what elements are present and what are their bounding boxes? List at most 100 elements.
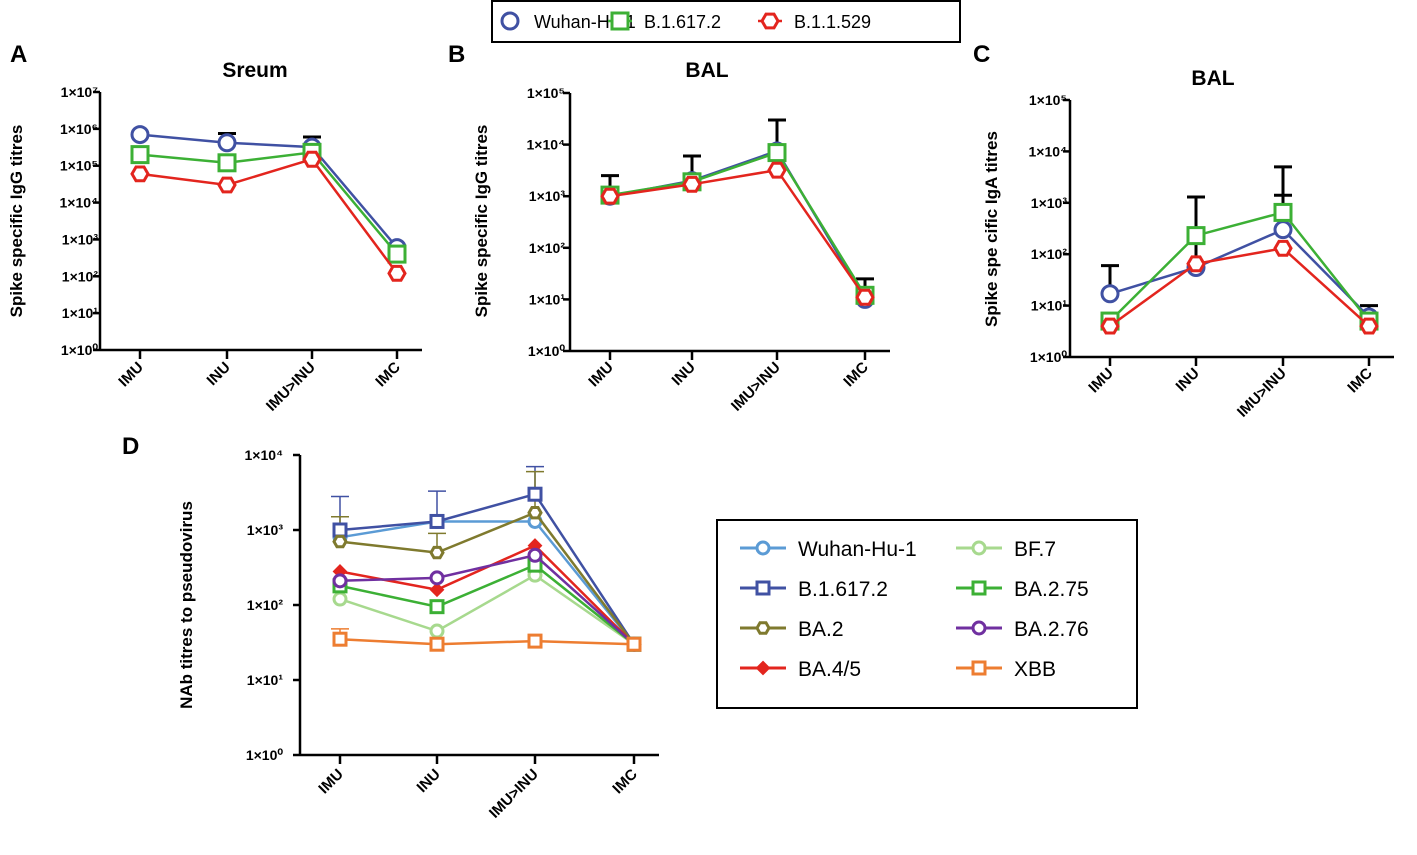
- data-point: [130, 165, 150, 183]
- data-point: [429, 513, 445, 529]
- data-point: [332, 573, 348, 589]
- data-point: [217, 153, 237, 173]
- series-line: [339, 553, 635, 646]
- series-line: [609, 151, 867, 296]
- y-tick-label: 1×10⁴: [245, 446, 284, 463]
- y-axis-label: Spike specific IgG titres: [7, 125, 26, 318]
- series-b-1-617-2: [130, 142, 407, 264]
- data-point: [429, 636, 445, 652]
- data-point: [527, 633, 543, 649]
- panel-c: C BAL Spike spe cific IgA titres 1×10⁰ 1×10¹…: [973, 41, 1394, 421]
- legend-marker: [755, 540, 771, 556]
- data-point: [332, 534, 348, 549]
- data-point: [332, 522, 348, 538]
- panel-d-legend: Wuhan-Hu-1 BF.7 B.1.617.2 BA.2.75 BA.2 BA.2.7…: [716, 519, 1138, 709]
- data-point: [429, 570, 445, 586]
- data-point: [387, 244, 407, 264]
- legend-marker: [760, 12, 780, 30]
- y-tick-label: 1×10²: [247, 596, 284, 613]
- panel-letter: B: [448, 41, 465, 68]
- series-wuhan-hu-1: [130, 125, 407, 258]
- legend-label: B.1.1.529: [794, 12, 871, 32]
- legend-label: Wuhan-Hu-1: [798, 538, 917, 561]
- data-point: [1186, 255, 1206, 273]
- series-wuhan-hu-1: [600, 141, 875, 309]
- data-point: [429, 599, 445, 615]
- panel-b: B BAL Spike specific IgG titres 1×10⁰ 1×10¹ 1…: [448, 41, 890, 415]
- y-tick-label: 1×10¹: [529, 290, 566, 307]
- legend-label: BF.7: [1014, 538, 1056, 561]
- panel-letter: A: [10, 41, 27, 68]
- legend-label: BA.2: [798, 618, 844, 641]
- series-xbb: [332, 631, 642, 652]
- legend-marker: [971, 580, 987, 596]
- y-tick-label: 1×10⁴: [60, 194, 99, 211]
- x-tick-label: INU: [204, 359, 234, 389]
- y-tick-label: 1×10⁵: [60, 157, 98, 174]
- series-line: [139, 157, 399, 275]
- data-point: [767, 143, 787, 163]
- panel-a: A Sreum Spike specific IgG titres 1×10⁰ 1×10…: [7, 41, 422, 415]
- data-point: [682, 175, 702, 193]
- data-point: [217, 176, 237, 194]
- data-point: [429, 545, 445, 560]
- data-point: [527, 547, 543, 563]
- series-line: [1109, 228, 1370, 318]
- data-point: [767, 161, 787, 179]
- y-tick-label: 1×10⁴: [527, 136, 566, 153]
- series-b-1-1-529: [600, 161, 875, 306]
- data-point: [626, 636, 642, 652]
- panel-d: D NAb titres to pseudovirus 1×10⁰ 1×10¹ 1×10…: [122, 433, 659, 822]
- data-point: [1186, 226, 1206, 246]
- x-tick-label: INU: [1173, 365, 1203, 395]
- y-tick-label: 1×10³: [62, 230, 99, 247]
- panels: A Sreum Spike specific IgG titres 1×10⁰ 1×10…: [7, 41, 1394, 822]
- data-point: [302, 150, 322, 168]
- y-tick-label: 1×10¹: [247, 671, 284, 688]
- legend-label: B.1.617.2: [798, 578, 888, 601]
- panel-title: BAL: [1191, 67, 1234, 90]
- legend-marker: [755, 621, 771, 635]
- y-tick-label: 1×10⁷: [61, 83, 99, 100]
- data-point: [387, 264, 407, 282]
- series-line: [609, 149, 867, 301]
- y-axis-label: NAb titres to pseudovirus: [177, 501, 196, 709]
- x-tick-label: IMU: [115, 359, 146, 390]
- x-tick-label: IMU: [585, 359, 616, 390]
- x-tick-label: INU: [669, 359, 699, 389]
- legend-label: Wuhan-Hu-1: [534, 12, 636, 32]
- y-axis-label: Spike specific IgG titres: [472, 125, 491, 318]
- panel-letter: D: [122, 433, 139, 460]
- x-tick-label: IMU>INU: [1234, 365, 1290, 421]
- legend-label: BA.4/5: [798, 658, 861, 681]
- series-line: [139, 151, 398, 255]
- x-tick-label: IMC: [1344, 365, 1376, 397]
- y-tick-label: 1×10⁰: [528, 342, 566, 359]
- y-tick-label: 1×10⁴: [1029, 142, 1068, 159]
- legend-marker: [971, 540, 987, 556]
- series-b-1-617-2: [1100, 202, 1379, 331]
- y-tick-label: 1×10⁶: [60, 120, 98, 137]
- panel-letter: C: [973, 41, 990, 68]
- y-tick-label: 1×10¹: [1031, 297, 1068, 314]
- y-tick-label: 1×10⁰: [1030, 348, 1068, 365]
- legend-marker: [971, 620, 987, 636]
- top-legend: Wuhan-Hu-1 B.1.617.2 B.1.1.529: [491, 0, 961, 43]
- series-line: [339, 563, 635, 646]
- legend-marker: [500, 11, 520, 31]
- y-tick-label: 1×10⁰: [61, 341, 99, 358]
- legend-label: BA.2.75: [1014, 578, 1089, 601]
- legend-marker: [971, 660, 987, 676]
- series-line: [609, 168, 867, 299]
- y-tick-label: 1×10²: [62, 267, 99, 284]
- x-tick-label: IMC: [840, 359, 872, 391]
- series-line: [339, 573, 635, 646]
- series-b-1-1-529: [130, 150, 407, 282]
- data-point: [1273, 239, 1293, 257]
- y-tick-label: 1×10⁵: [1029, 91, 1067, 108]
- y-tick-label: 1×10²: [529, 239, 566, 256]
- y-tick-label: 1×10¹: [62, 304, 99, 321]
- series-line: [339, 637, 635, 646]
- series-wuhan-hu-1: [1100, 220, 1379, 327]
